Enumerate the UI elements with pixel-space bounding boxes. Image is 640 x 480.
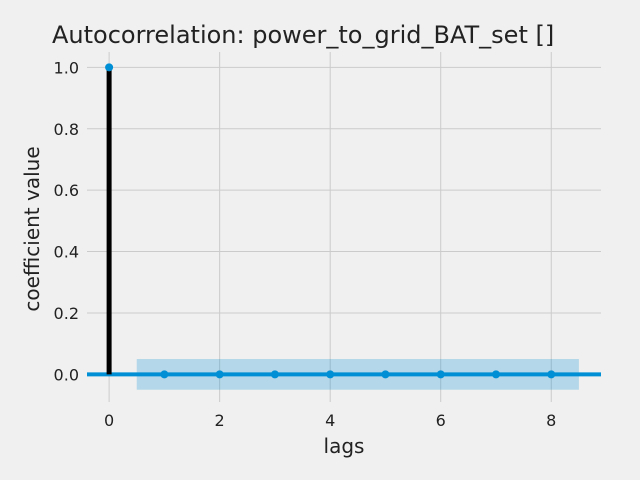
y-tick-label: 0.8 (54, 120, 79, 139)
marker-layer (105, 63, 556, 379)
x-tick-label: 2 (215, 411, 225, 430)
acf-point (491, 370, 500, 379)
y-axis-label: coefficient value (20, 146, 44, 311)
acf-point (105, 63, 114, 72)
grid-layer (87, 52, 601, 402)
x-tick-labels: 0 2 4 6 8 (104, 411, 556, 430)
x-tick-label: 4 (325, 411, 335, 430)
y-tick-labels: 0.0 0.2 0.4 0.6 0.8 1.0 (54, 58, 79, 384)
acf-point (381, 370, 390, 379)
y-tick-label: 1.0 (54, 58, 79, 77)
chart-title: Autocorrelation: power_to_grid_BAT_set [… (52, 21, 554, 49)
y-tick-label: 0.6 (54, 181, 79, 200)
acf-point (436, 370, 445, 379)
y-tick-label: 0.0 (54, 365, 79, 384)
x-axis-label: lags (324, 434, 365, 458)
acf-point (160, 370, 169, 379)
acf-point (547, 370, 556, 379)
x-tick-label: 0 (104, 411, 114, 430)
x-tick-label: 8 (546, 411, 556, 430)
y-tick-label: 0.2 (54, 304, 79, 323)
y-tick-label: 0.4 (54, 243, 79, 262)
acf-point (215, 370, 224, 379)
stem-layer (106, 67, 112, 375)
x-tick-label: 6 (436, 411, 446, 430)
acf-point (270, 370, 279, 379)
acf-point (326, 370, 335, 379)
